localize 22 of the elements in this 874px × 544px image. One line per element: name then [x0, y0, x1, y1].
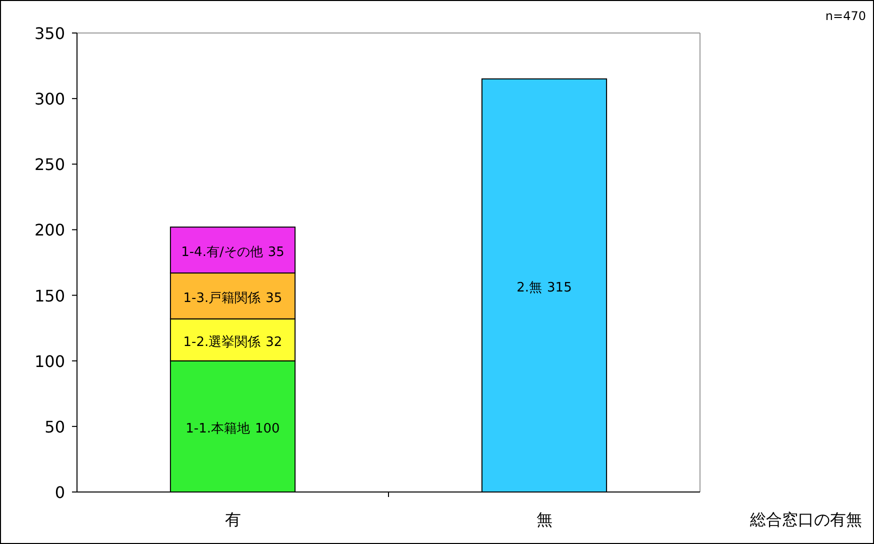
text: n=470 [825, 9, 866, 23]
series-label: 2.無 [516, 280, 542, 296]
x-axis-title: 総合窓口の有無 [749, 510, 862, 529]
series-label: 1-4.有/その他 [181, 245, 263, 260]
y-tick-label: 350 [34, 24, 65, 43]
y-tick-label: 100 [34, 352, 65, 371]
y-tick-label: 250 [34, 155, 65, 174]
y-tick-label: 300 [34, 90, 65, 109]
series-label: 1-3.戸籍関係 [183, 290, 261, 306]
data-label: 32 [266, 334, 282, 350]
y-tick-label: 200 [34, 220, 65, 240]
y-tick-label: 150 [34, 286, 65, 306]
x-tick-label: 無 [536, 510, 552, 529]
series-label: 1-2.選挙関係 [183, 334, 261, 350]
x-tick-label: 有 [224, 510, 241, 529]
series-label: 1-1.本籍地 [186, 421, 250, 436]
data-label: 100 [255, 421, 280, 436]
y-tick-label: 50 [44, 417, 65, 436]
y-tick-label: 0 [54, 483, 65, 502]
data-label: 35 [268, 245, 284, 260]
data-label: 315 [547, 280, 572, 296]
data-label: 35 [266, 290, 282, 306]
